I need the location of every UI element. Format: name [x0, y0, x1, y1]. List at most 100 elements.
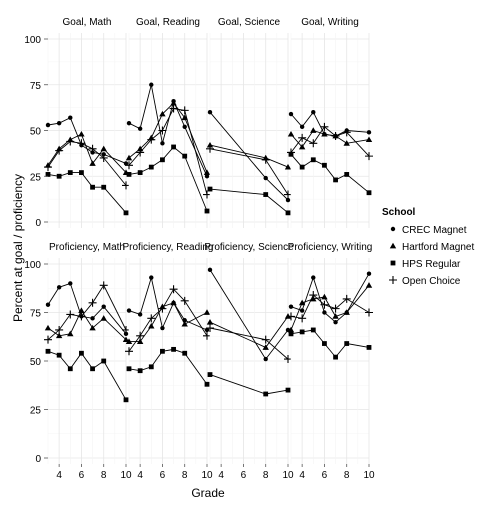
- data-point: [171, 346, 176, 352]
- data-point: [309, 139, 318, 148]
- data-point: [99, 153, 108, 162]
- x-tick-label: 6: [79, 470, 85, 481]
- data-point: [77, 312, 86, 321]
- data-point: [321, 293, 328, 300]
- data-point: [288, 304, 294, 309]
- data-point: [100, 145, 107, 152]
- data-point: [137, 368, 143, 374]
- data-point: [261, 335, 270, 344]
- y-tick-label: 75: [30, 81, 42, 92]
- x-tick-label: 8: [344, 470, 350, 481]
- data-point: [203, 169, 211, 175]
- data-point: [137, 126, 143, 131]
- data-point: [182, 124, 187, 130]
- facet-title: Proficiency, Science: [204, 242, 294, 253]
- data-point: [204, 381, 210, 387]
- x-tick-label: 10: [120, 470, 132, 481]
- x-tick-label: 4: [56, 470, 62, 481]
- data-point: [365, 152, 373, 161]
- data-point: [288, 331, 294, 337]
- data-point: [285, 197, 291, 203]
- data-point: [122, 336, 130, 343]
- data-point: [147, 135, 156, 144]
- data-point: [125, 154, 133, 161]
- data-point: [137, 170, 143, 175]
- data-point: [126, 172, 132, 177]
- data-point: [263, 175, 268, 181]
- data-point: [299, 308, 305, 313]
- data-point: [88, 298, 97, 307]
- data-point: [125, 347, 133, 356]
- data-point: [55, 332, 63, 339]
- facet-title: Proficiency, Math: [49, 242, 125, 253]
- data-point: [365, 308, 373, 317]
- y-tick-label: 100: [24, 35, 41, 46]
- data-point: [310, 327, 316, 333]
- data-point: [333, 320, 338, 325]
- data-point: [123, 161, 129, 166]
- data-point: [365, 282, 373, 288]
- data-point: [322, 341, 327, 346]
- data-point: [159, 110, 166, 117]
- data-point: [68, 281, 73, 286]
- data-point: [45, 302, 51, 307]
- data-point: [45, 348, 51, 354]
- data-point: [125, 338, 133, 344]
- data-point: [288, 111, 294, 117]
- data-point: [366, 345, 372, 350]
- data-point: [366, 130, 372, 135]
- data-point: [320, 300, 329, 309]
- data-point: [284, 355, 292, 364]
- data-point: [68, 115, 73, 120]
- data-point: [331, 304, 340, 313]
- legend-label: HPS Regular: [402, 259, 461, 270]
- legend-label: Hartford Magnet: [402, 242, 474, 253]
- data-point: [263, 192, 269, 197]
- data-point: [56, 173, 62, 179]
- data-point: [56, 352, 62, 358]
- data-point: [148, 364, 154, 370]
- x-tick-label: 6: [160, 470, 166, 481]
- y-tick-label: 100: [24, 260, 41, 271]
- data-point: [88, 144, 97, 153]
- data-point: [182, 153, 188, 159]
- data-point: [298, 314, 307, 323]
- data-point: [284, 163, 292, 170]
- data-point: [44, 324, 52, 331]
- x-tick-label: 10: [282, 470, 294, 481]
- data-point: [342, 128, 351, 137]
- x-tick-label: 8: [263, 470, 269, 481]
- data-point: [299, 124, 305, 130]
- data-point: [56, 285, 62, 290]
- data-point: [123, 210, 129, 216]
- facet-title: Proficiency, Reading: [123, 242, 214, 253]
- data-point: [311, 275, 316, 280]
- data-point: [331, 131, 340, 140]
- data-point: [298, 299, 306, 306]
- data-point: [79, 170, 84, 175]
- data-point: [206, 144, 214, 153]
- data-point: [44, 335, 52, 344]
- data-point: [79, 350, 84, 356]
- data-point: [136, 331, 145, 340]
- data-point: [136, 148, 145, 157]
- y-tick-label: 50: [30, 357, 42, 368]
- data-point: [181, 320, 188, 327]
- data-point: [125, 161, 133, 170]
- data-point: [207, 186, 213, 192]
- legend-label: Open Choice: [402, 276, 461, 287]
- y-tick-label: 0: [35, 454, 41, 465]
- data-point: [311, 110, 316, 115]
- data-point: [160, 325, 165, 331]
- data-point: [343, 309, 350, 315]
- data-point: [148, 322, 155, 329]
- facet-title: Goal, Reading: [136, 17, 200, 28]
- data-point: [90, 316, 95, 321]
- x-tick-label: 10: [201, 470, 213, 481]
- y-tick-label: 75: [30, 309, 42, 320]
- data-point: [148, 164, 154, 170]
- facet-title: Proficiency, Writing: [288, 242, 373, 253]
- data-point: [136, 338, 144, 344]
